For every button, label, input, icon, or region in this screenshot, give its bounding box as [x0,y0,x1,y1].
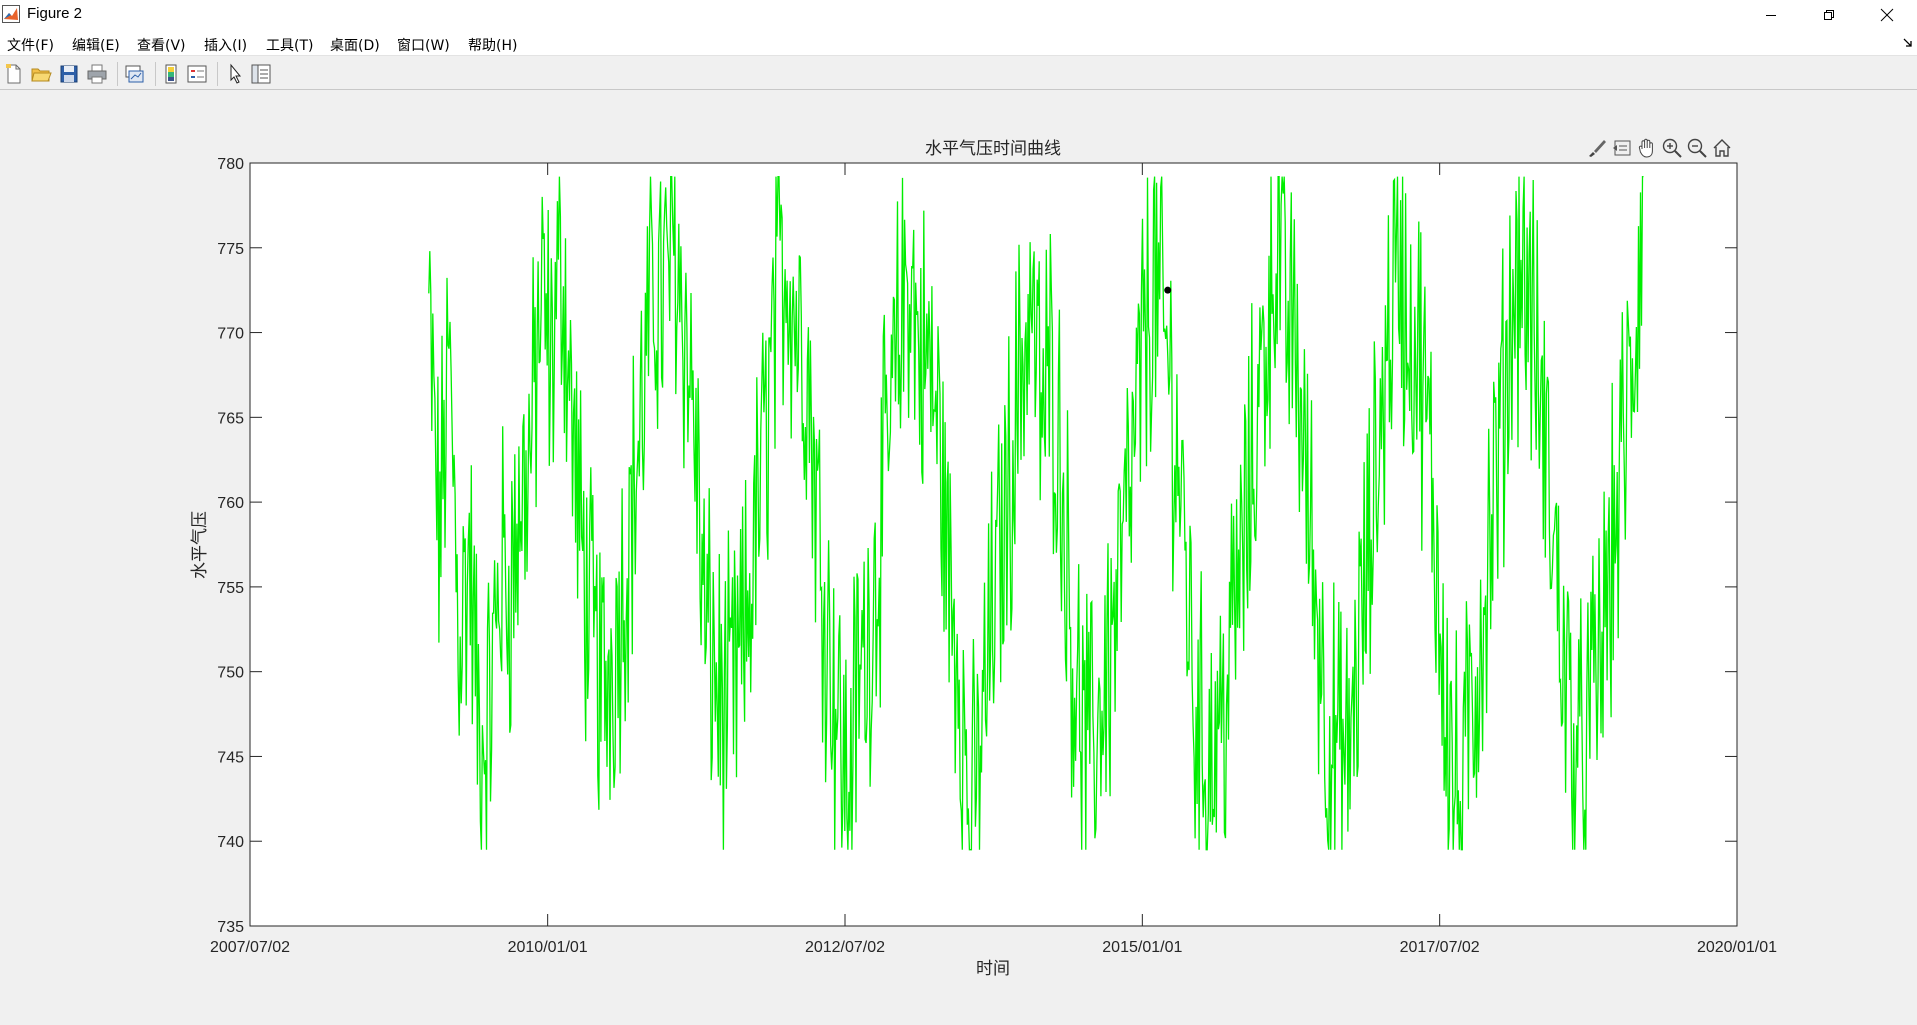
figure-canvas[interactable]: 735 740 745 750 755 760 765 770 775 780 2007/07/02… [0,90,1917,1025]
x-tick-label: 2020/01/01 [1697,939,1777,956]
menu-help[interactable]: 帮助(H) [468,38,518,54]
open-file-icon[interactable] [30,63,52,85]
brush-icon[interactable] [1586,137,1608,159]
colorbar-icon[interactable] [160,63,182,85]
save-icon[interactable] [58,63,80,85]
y-tick-label: 770 [217,326,244,343]
menu-insert[interactable]: 插入(I) [204,38,248,54]
minimize-icon [1766,15,1776,16]
title-bar: Figure 2 [0,0,1917,30]
y-tick-label: 745 [217,749,244,766]
chart-title: 水平气压时间曲线 [925,139,1061,159]
x-tick-label: 2015/01/01 [1102,939,1182,956]
y-tick-label: 740 [217,834,244,851]
x-axis-label: 时间 [976,959,1010,979]
link-plot-icon[interactable] [123,63,145,85]
toolbar-separator [217,62,218,86]
y-tick-label: 775 [217,241,244,258]
menu-edit[interactable]: 编辑(E) [72,38,120,54]
y-tick-label: 735 [217,919,244,936]
x-tick-label: 2012/07/02 [805,939,885,956]
matlab-icon [2,5,20,23]
y-tick-label: 760 [217,495,244,512]
zoom-in-icon[interactable] [1661,137,1683,159]
pan-icon[interactable] [1636,137,1658,159]
y-tick-label: 780 [217,156,244,173]
data-point-marker [1164,286,1172,294]
menu-desktop[interactable]: 桌面(D) [330,38,380,54]
menu-window[interactable]: 窗口(W) [397,38,450,54]
new-figure-icon[interactable] [3,63,25,85]
menu-tools[interactable]: 工具(T) [266,38,314,54]
x-tick-label: 2017/07/02 [1400,939,1480,956]
close-button[interactable] [1858,0,1916,30]
y-tick-label: 750 [217,665,244,682]
toolbar-separator [155,62,156,86]
minimize-button[interactable] [1742,0,1800,30]
figure-toolbar [0,55,1917,90]
menu-file[interactable]: 文件(F) [7,38,54,54]
print-icon[interactable] [86,63,108,85]
menu-view[interactable]: 查看(V) [137,38,186,54]
restore-icon [1824,10,1834,20]
property-inspector-icon[interactable] [250,63,272,85]
close-icon [1880,8,1894,22]
data-tips-icon[interactable] [1611,137,1633,159]
window-title: Figure 2 [27,5,83,22]
plot-area[interactable] [249,162,1738,927]
toolbar-separator [117,62,118,86]
dock-arrow-icon[interactable] [1902,37,1914,49]
zoom-out-icon[interactable] [1686,137,1708,159]
legend-icon[interactable] [186,63,208,85]
home-icon[interactable] [1711,137,1733,159]
pressure-series-line [428,175,1644,851]
edit-plot-icon[interactable] [224,63,246,85]
line-chart[interactable]: 735 740 745 750 755 760 765 770 775 780 2007/07/02… [0,90,1917,1025]
y-axis-label: 水平气压 [190,511,210,579]
menu-bar: 文件(F) 编辑(E) 查看(V) 插入(I) 工具(T) 桌面(D) 窗口(W… [0,30,1917,55]
x-tick-label: 2010/01/01 [508,939,588,956]
y-tick-label: 765 [217,410,244,427]
y-tick-label: 755 [217,580,244,597]
x-tick-label: 2007/07/02 [210,939,290,956]
restore-button[interactable] [1800,0,1858,30]
